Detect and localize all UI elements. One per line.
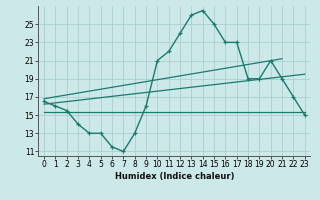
X-axis label: Humidex (Indice chaleur): Humidex (Indice chaleur) <box>115 172 234 181</box>
